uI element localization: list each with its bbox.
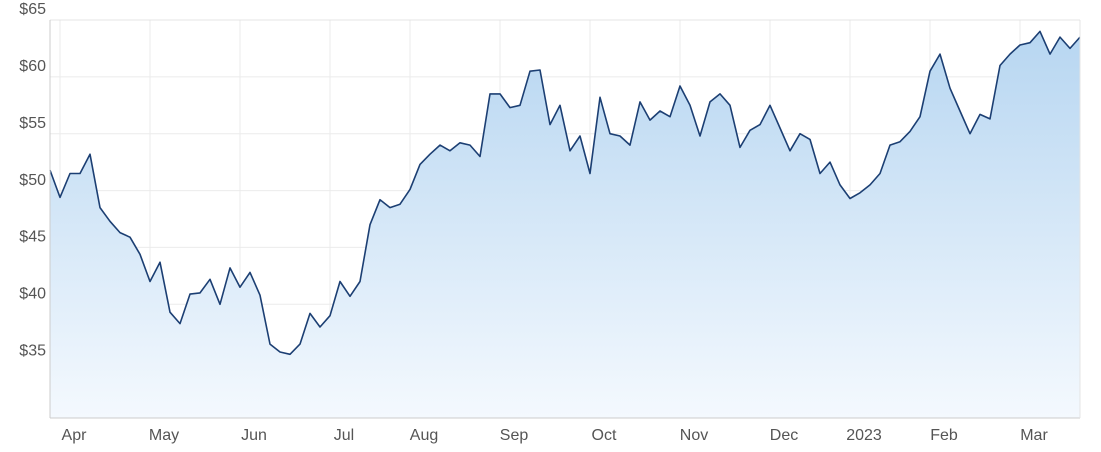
x-tick-label: Feb — [930, 427, 958, 444]
x-tick-label: May — [149, 427, 179, 444]
y-tick-label: $55 — [19, 115, 46, 132]
x-tick-label: Jul — [334, 427, 354, 444]
x-tick-label: Dec — [770, 427, 798, 444]
x-tick-label: Nov — [680, 427, 708, 444]
x-tick-label: Apr — [62, 427, 88, 444]
x-tick-label: Oct — [592, 427, 617, 444]
x-tick-label: 2023 — [846, 427, 882, 444]
x-tick-label: Jun — [241, 427, 267, 444]
x-tick-label: Aug — [410, 427, 438, 444]
x-tick-label: Sep — [500, 427, 529, 444]
y-tick-label: $60 — [19, 58, 46, 75]
x-tick-label: Mar — [1020, 427, 1048, 444]
y-tick-label: $45 — [19, 229, 46, 246]
y-tick-label: $40 — [19, 286, 46, 303]
y-tick-label: $65 — [19, 1, 46, 18]
y-tick-label: $50 — [19, 172, 46, 189]
y-tick-label: $35 — [19, 342, 46, 359]
price-line — [49, 30, 1081, 356]
